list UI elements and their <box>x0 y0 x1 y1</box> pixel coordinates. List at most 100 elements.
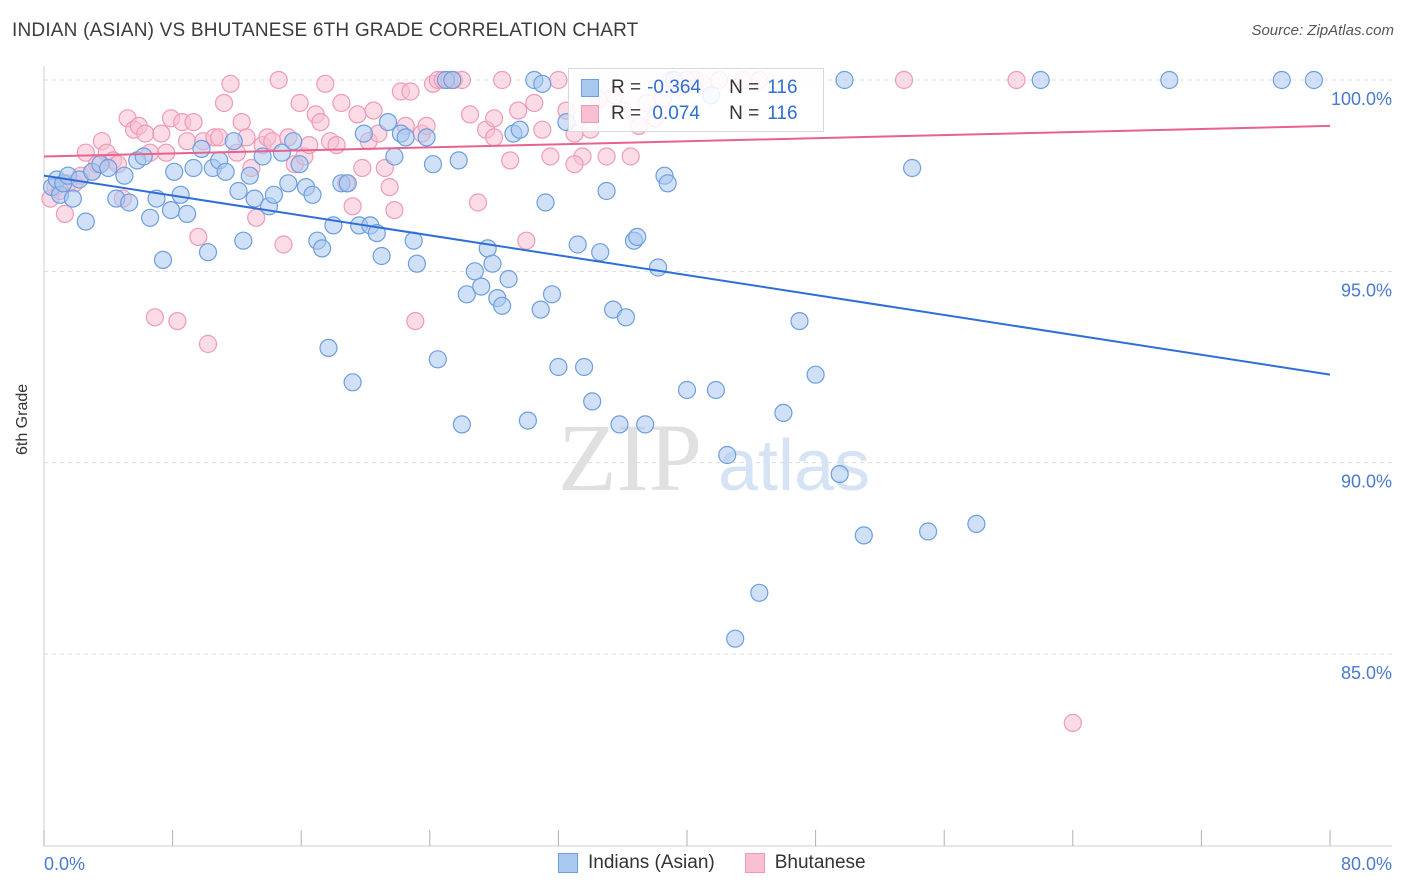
indians-point <box>245 189 264 208</box>
indians-point <box>99 158 118 178</box>
bhutanese-point <box>198 334 218 354</box>
indians-point <box>372 246 391 266</box>
indians-point <box>583 392 602 411</box>
indians-point <box>531 300 550 319</box>
bhutanese-point <box>364 101 383 120</box>
legend-row-bhutanese: R = 0.074 N = 116 <box>581 103 798 125</box>
r-value-indians: -0.364 <box>647 77 701 98</box>
bhutanese-point <box>353 158 372 178</box>
bhutanese-point <box>152 124 171 143</box>
indians-point <box>628 227 647 246</box>
bhutanese-point <box>621 147 640 166</box>
bhutanese-point <box>332 93 351 113</box>
indians-point <box>536 193 555 212</box>
indians-point <box>806 365 825 384</box>
bhutanese-point <box>348 105 367 124</box>
indians-point <box>178 204 197 223</box>
bhutanese-point <box>1007 70 1026 90</box>
indians-point <box>229 181 248 201</box>
indians-point <box>658 174 677 193</box>
indians-point <box>542 285 562 304</box>
indians-point <box>1304 70 1324 90</box>
indians-point <box>423 155 443 174</box>
bhutanese-point <box>517 231 536 250</box>
indians-point <box>141 208 160 227</box>
indians-point <box>510 120 529 139</box>
legend-row-indians: R = -0.364 N = 116 <box>581 77 798 99</box>
bhutanese-swatch <box>581 105 599 123</box>
bhutanese-point <box>385 201 404 220</box>
indians-point <box>198 243 218 262</box>
indians-point <box>549 357 568 377</box>
indians-swatch <box>558 853 578 873</box>
n-label: N = <box>729 77 760 98</box>
stats-legend: R = -0.364 N = 116 R = 0.074 N = 116 <box>568 68 824 132</box>
indians-point <box>378 112 398 132</box>
indians-point <box>591 243 610 262</box>
bhutanese-point <box>493 70 512 90</box>
indians-point <box>279 174 298 193</box>
indians-point <box>648 258 668 277</box>
bhutanese-point <box>533 120 552 139</box>
bhutanese-point <box>485 109 504 128</box>
tick-labels: 85.0% 90.0% 95.0% 100.0% 0.0% 80.0% <box>44 89 1392 874</box>
indians-point <box>407 254 426 273</box>
indians-point <box>272 143 291 162</box>
bhutanese-point <box>380 178 399 197</box>
bhutanese-point <box>509 101 528 120</box>
bhutanese-point <box>565 155 584 174</box>
indians-point <box>636 415 655 434</box>
indians-point <box>1160 70 1179 90</box>
bhutanese-point <box>460 105 480 124</box>
indians-point <box>902 158 922 178</box>
bhutanese-point <box>168 312 187 331</box>
indians-point <box>597 181 616 201</box>
indians-swatch <box>581 79 599 97</box>
indians-point <box>1272 70 1291 90</box>
legend-item-bhutanese[interactable]: Bhutanese <box>744 852 866 874</box>
indians-point <box>417 128 436 147</box>
bhutanese-point <box>184 112 203 132</box>
indians-point <box>533 74 552 93</box>
watermark-zip: ZIP <box>558 404 702 511</box>
indians-point <box>774 403 793 422</box>
bhutanese-point <box>189 227 208 246</box>
indians-point <box>165 162 184 181</box>
watermark-atlas: atlas <box>718 426 870 506</box>
indians-point <box>750 583 769 602</box>
legend-item-indians[interactable]: Indians (Asian) <box>558 852 715 874</box>
n-value-bhutanese: 116 <box>767 103 798 124</box>
indians-point <box>718 445 737 465</box>
indians-point <box>161 201 181 220</box>
indians-point <box>134 147 153 166</box>
bhutanese-trend-line <box>43 124 1331 158</box>
bhutanese-point <box>76 143 95 162</box>
indians-point <box>76 212 95 231</box>
bhutanese-point <box>541 147 560 166</box>
x-tick-label: 0.0% <box>44 854 85 874</box>
n-label: N = <box>729 103 760 124</box>
indians-point <box>264 185 283 204</box>
bhutanese-swatch <box>744 853 765 873</box>
bhutanese-point <box>485 128 504 147</box>
indians-point <box>354 124 373 143</box>
grid <box>44 79 1392 655</box>
indians-point <box>385 147 404 166</box>
y-tick-label: 100.0% <box>1331 89 1392 109</box>
indians-point <box>224 132 243 151</box>
indians-point <box>452 415 471 434</box>
indians-point <box>465 262 484 281</box>
bhutanese-point <box>406 312 425 331</box>
trend-lines <box>43 124 1331 376</box>
bhutanese-point <box>316 74 335 93</box>
indians-point <box>284 132 303 151</box>
legend-label-bhutanese: Bhutanese <box>774 852 866 873</box>
indians-point <box>499 269 518 289</box>
bhutanese-point <box>468 193 488 212</box>
indians-point <box>303 185 322 204</box>
indians-point <box>338 174 357 193</box>
y-tick-label: 85.0% <box>1341 663 1392 683</box>
indians-point <box>967 514 986 534</box>
indians-point <box>428 350 447 369</box>
